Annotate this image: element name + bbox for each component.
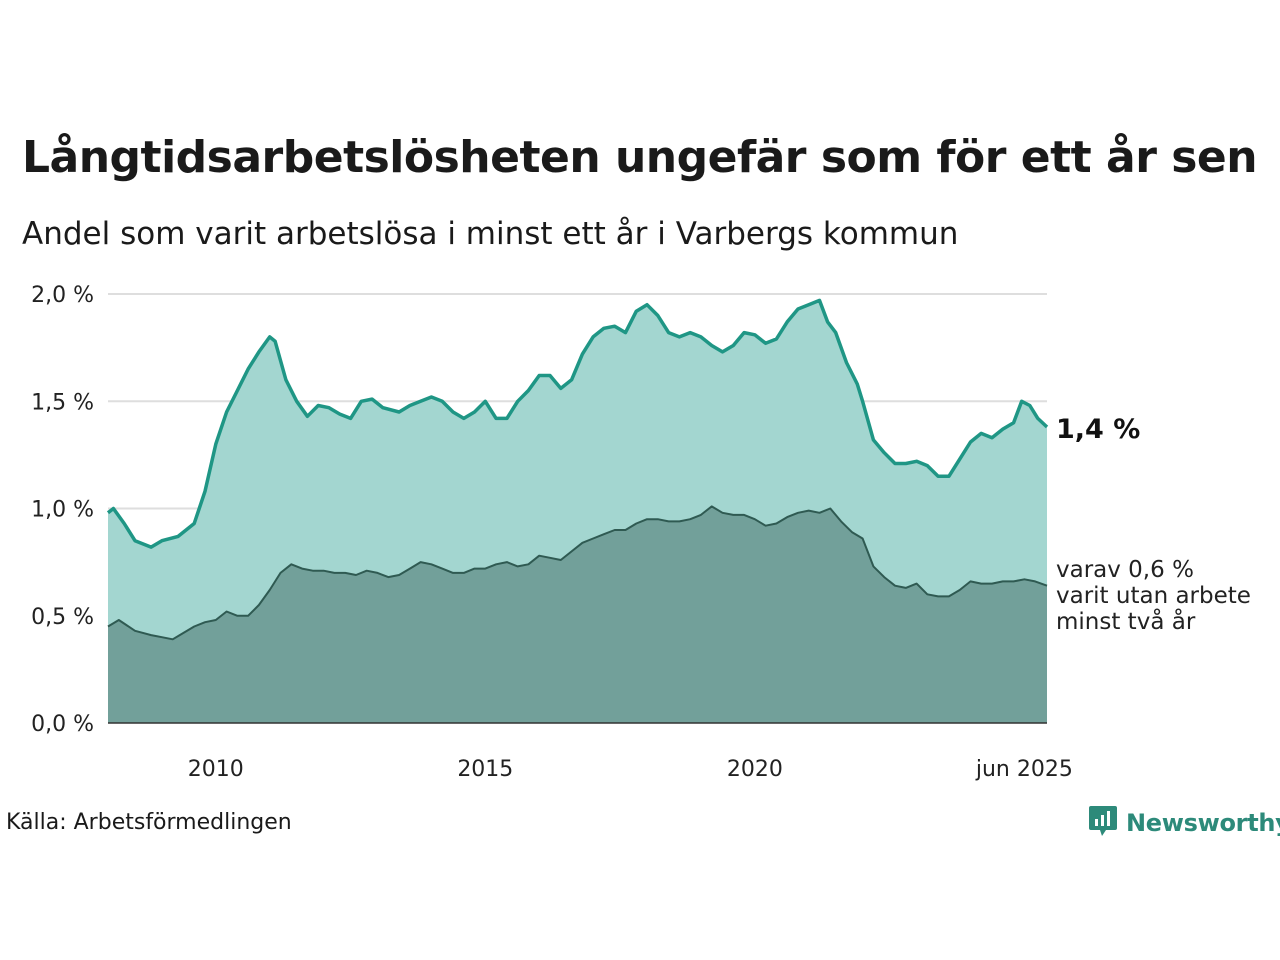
x-tick-label: 2020 <box>727 757 783 782</box>
series-areas <box>108 300 1047 723</box>
x-tick-label: 2010 <box>188 757 244 782</box>
y-tick-label: 1,0 % <box>31 498 94 523</box>
chart-title: Långtidsarbetslösheten ungefär som för e… <box>22 132 1258 183</box>
two-year-area <box>108 506 1047 723</box>
sub-end-label-line2: varit utan arbete <box>1056 583 1251 609</box>
newsworthy-logo-text: Newsworthy <box>1126 809 1280 837</box>
total-line <box>106 298 1049 549</box>
series-lines <box>106 298 1049 641</box>
newsworthy-logo-icon <box>1088 804 1118 842</box>
sub-end-label-line1: varav 0,6 % <box>1056 557 1194 583</box>
y-tick-label: 0,5 % <box>31 605 94 630</box>
chart-subtitle: Andel som varit arbetslösa i minst ett å… <box>22 216 959 252</box>
newsworthy-logo[interactable]: Newsworthy <box>1088 804 1280 842</box>
y-tick-label: 1,5 % <box>31 390 94 415</box>
x-tick-label: jun 2025 <box>975 757 1073 782</box>
total-end-label: 1,4 % <box>1056 414 1140 445</box>
end-labels: 1,4 % varav 0,6 % varit utan arbete mins… <box>1056 414 1251 635</box>
y-tick-label: 2,0 % <box>31 283 94 308</box>
two-year-line <box>107 505 1048 641</box>
sub-end-label-line3: minst två år <box>1056 607 1196 635</box>
axes: 0,0 % 0,5 % 1,0 % 1,5 % 2,0 % 2010 2015 2020 jun… <box>31 283 1073 782</box>
x-tick-label: 2015 <box>457 757 513 782</box>
y-tick-label: 0,0 % <box>31 712 94 737</box>
source-note: Källa: Arbetsförmedlingen <box>6 810 292 835</box>
